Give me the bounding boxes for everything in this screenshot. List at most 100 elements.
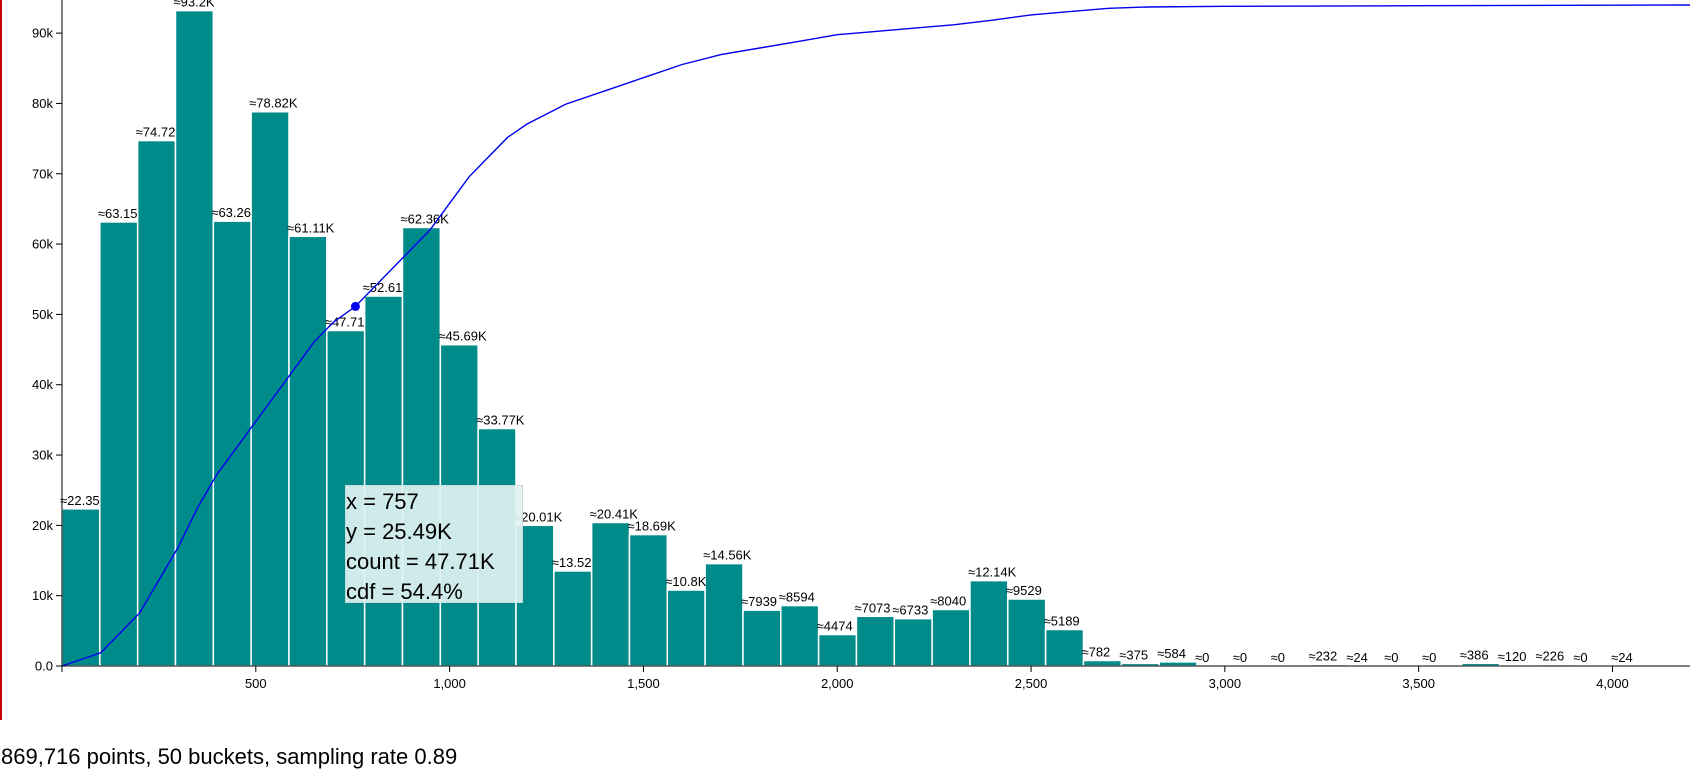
histogram-bar: [628, 533, 669, 667]
histogram-bar: [288, 235, 328, 667]
bar-value-label: ≈0: [1195, 650, 1209, 665]
bar-value-label: ≈63.26: [211, 205, 251, 220]
bar-value-label: ≈0: [1422, 650, 1436, 665]
bar-value-label: ≈5189: [1044, 614, 1080, 629]
y-tick-label: 10k: [32, 588, 53, 603]
histogram-bar: [136, 139, 177, 667]
bars-group: [61, 9, 1652, 667]
bar-value-label: ≈7939: [741, 594, 777, 609]
bar-value-label: ≈24: [1611, 650, 1633, 665]
histogram-bar: [174, 9, 215, 667]
y-axis: 0.0 10k 20k 30k 40k 50k 60k 70k 80k 90k: [32, 0, 63, 674]
bar-value-label: ≈6733: [892, 603, 928, 618]
bar-value-label: ≈74.72: [136, 125, 176, 140]
bar-labels-group: ≈22.35 ≈63.15 ≈74.72 ≈93.2K ≈63.26 ≈78.82K ≈61…: [60, 0, 1633, 665]
x-tick-label: 1,500: [627, 676, 660, 691]
bar-value-label: ≈386: [1460, 647, 1489, 662]
bar-value-label: ≈0: [1384, 650, 1398, 665]
histogram-bar: [553, 570, 593, 667]
x-axis: 500 1,000 1,500 2,000 2,500 3,000 3,500 4,000: [61, 665, 1690, 691]
bar-value-label: ≈375: [1119, 647, 1148, 662]
x-tick-label: 2,500: [1015, 676, 1048, 691]
bar-value-label: ≈13.52: [552, 555, 592, 570]
y-tick-label: 30k: [32, 448, 53, 463]
y-tick: 50k: [32, 307, 62, 322]
histogram-bar: [1007, 598, 1047, 667]
bar-value-label: ≈584: [1157, 646, 1186, 661]
histogram-bar: [855, 615, 896, 667]
bar-value-label: ≈93.2K: [173, 0, 214, 10]
bar-value-label: ≈0: [1271, 650, 1285, 665]
x-tick: 2,000: [821, 666, 854, 691]
bar-value-label: ≈47.71: [325, 315, 365, 330]
histogram-bar: [99, 221, 139, 667]
y-tick: 30k: [32, 448, 62, 463]
histogram-bar: [1044, 628, 1085, 667]
y-tick: 70k: [32, 166, 62, 181]
histogram-bar: [780, 604, 820, 667]
bar-value-label: ≈20.01K: [514, 509, 563, 524]
x-tick-label: 500: [245, 676, 267, 691]
y-tick: 20k: [32, 518, 62, 533]
y-tick-label: 80k: [32, 96, 53, 111]
histogram-bar: [742, 609, 782, 667]
bar-value-label: ≈9529: [1006, 583, 1042, 598]
histogram-bar: [666, 589, 706, 667]
hover-tooltip: x = 757 y = 25.49K count = 47.71K cdf = …: [345, 485, 523, 604]
summary-text: 869,716 points, 50 buckets, sampling rat…: [1, 744, 458, 769]
x-tick: 500: [245, 666, 267, 691]
histogram-chart[interactable]: ≈22.35 ≈63.15 ≈74.72 ≈93.2K ≈63.26 ≈78.82K ≈61…: [0, 0, 1690, 700]
bar-value-label: ≈45.69K: [438, 329, 487, 344]
x-tick: 4,000: [1596, 666, 1629, 691]
bar-value-label: ≈24: [1346, 650, 1368, 665]
y-tick-label: 60k: [32, 237, 53, 252]
bar-value-label: ≈62.36K: [400, 211, 449, 226]
bar-value-label: ≈0: [1573, 650, 1587, 665]
bar-value-label: ≈52.61: [363, 280, 403, 295]
left-border: [0, 0, 2, 720]
histogram-bar: [969, 579, 1009, 667]
y-tick-label: 0.0: [35, 659, 53, 674]
x-tick: 3,000: [1209, 666, 1241, 691]
tooltip-y: y = 25.49K: [346, 519, 452, 544]
x-tick: 3,500: [1402, 666, 1435, 691]
bar-value-label: ≈8040: [930, 593, 966, 608]
histogram-bar: [1158, 661, 1198, 667]
histogram-bar: [363, 295, 404, 667]
bar-value-label: ≈7073: [854, 600, 890, 615]
histogram-bar: [931, 608, 971, 667]
tooltip-x: x = 757: [346, 489, 419, 514]
y-tick: 60k: [32, 237, 62, 252]
tooltip-count: count = 47.71K: [346, 549, 495, 574]
bar-value-label: ≈12.14K: [968, 565, 1017, 580]
bar-value-label: ≈120: [1498, 649, 1527, 664]
cdf-marker: [350, 301, 360, 311]
y-tick-label: 90k: [32, 26, 53, 41]
x-tick-label: 4,000: [1596, 676, 1629, 691]
bar-value-label: ≈232: [1308, 648, 1337, 663]
y-tick: 0.0: [35, 659, 62, 674]
y-tick-label: 50k: [32, 307, 53, 322]
histogram-bar: [61, 508, 101, 667]
bar-value-label: ≈8594: [779, 590, 815, 605]
bar-value-label: ≈14.56K: [703, 548, 752, 563]
histogram-bar: [590, 521, 631, 667]
x-tick-label: 2,000: [821, 676, 854, 691]
y-tick-label: 70k: [32, 166, 53, 181]
y-tick: 10k: [32, 588, 62, 603]
y-tick: 40k: [32, 377, 62, 392]
y-tick: 90k: [32, 26, 62, 41]
bar-value-label: ≈4474: [817, 619, 853, 634]
tooltip-cdf: cdf = 54.4%: [346, 579, 463, 604]
bar-value-label: ≈63.15: [98, 206, 138, 221]
y-tick-label: 40k: [32, 377, 53, 392]
bar-value-label: ≈22.35: [60, 493, 100, 508]
x-tick: 1,000: [433, 666, 466, 691]
cdf-line: [61, 4, 1690, 667]
y-tick: 80k: [32, 96, 62, 111]
bar-value-label: ≈61.11K: [287, 220, 335, 235]
y-tick-label: 20k: [32, 518, 53, 533]
bar-value-label: ≈226: [1535, 648, 1564, 663]
bar-value-label: ≈20.41K: [590, 506, 639, 521]
histogram-bar: [1082, 659, 1123, 667]
